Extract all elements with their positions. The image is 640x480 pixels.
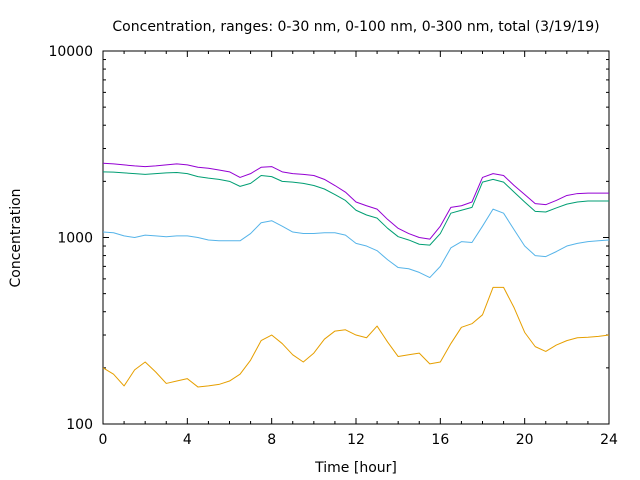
x-axis: 0 4 8 12 16 20 24 xyxy=(99,51,618,448)
x-axis-label: Time [hour] xyxy=(314,460,397,476)
y-axis: 100 1000 10000 xyxy=(48,44,609,433)
y-tick-label: 1000 xyxy=(57,231,93,247)
x-tick-label: 20 xyxy=(516,432,534,448)
series-line-1 xyxy=(102,162,609,240)
x-tick-label: 8 xyxy=(267,432,276,448)
series-line-4 xyxy=(102,286,610,388)
x-tick-label: 24 xyxy=(600,432,618,448)
y-axis-label: Concentration xyxy=(8,188,24,287)
y-tick-label: 100 xyxy=(66,417,93,433)
series-layer xyxy=(102,162,610,388)
x-tick-label: 16 xyxy=(431,432,449,448)
series-line-2 xyxy=(102,171,609,246)
x-tick-label: 0 xyxy=(99,432,108,448)
series-line-3 xyxy=(102,208,610,279)
x-tick-label: 12 xyxy=(347,432,365,448)
plot-frame xyxy=(102,50,610,425)
x-tick-label: 4 xyxy=(183,432,192,448)
y-tick-label: 10000 xyxy=(48,44,93,60)
chart-title: Concentration, ranges: 0-30 nm, 0-100 nm… xyxy=(112,19,599,35)
